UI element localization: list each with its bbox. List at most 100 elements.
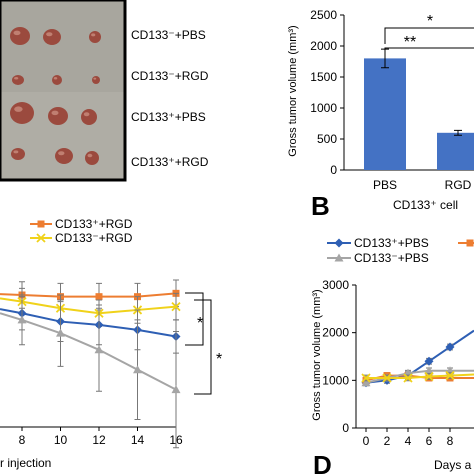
d-y-axis-ticks: 0 1000 2000 3000	[322, 278, 356, 435]
tumor-specimens	[10, 27, 101, 165]
b-sig-outer-star: *	[427, 13, 433, 30]
c-sig-lower-star: *	[216, 351, 222, 368]
photo-border	[0, 0, 127, 182]
c-series-line	[0, 297, 177, 315]
c-data-point	[171, 301, 181, 312]
d-legend-label: CD133⁻+PBS	[354, 251, 429, 265]
tumor-specimen	[52, 75, 62, 85]
d-y-tick-label: 3000	[322, 278, 349, 292]
b-x-tick-label: PBS	[373, 178, 397, 192]
c-x-tick-label: 14	[131, 433, 145, 447]
c-x-axis-ticks: 8 10 12 14 16	[19, 427, 183, 447]
tumor-specimen	[89, 31, 101, 43]
tumor-specimen	[11, 148, 25, 160]
tumor-highlight	[14, 106, 23, 112]
d-data-point	[445, 370, 455, 381]
c-x-tick-label: 12	[92, 433, 106, 447]
tumor-specimen	[92, 76, 100, 84]
b-y-tick-label: 1500	[310, 70, 337, 84]
d-panel-letter: D	[313, 450, 332, 474]
tumor-highlight	[13, 150, 19, 154]
b-x-axis-label: CD133⁺ cell	[393, 198, 458, 212]
b-sig-bracket-inner	[384, 47, 474, 54]
tumor-highlight	[93, 77, 97, 80]
d-legend-marker	[466, 239, 474, 247]
d-legend-marker	[334, 253, 344, 262]
tumor-specimen	[12, 75, 24, 85]
b-y-tick-label: 2500	[310, 8, 337, 22]
tumor-highlight	[83, 112, 90, 117]
photo-row-label-2: CD133⁻+RGD	[131, 69, 209, 83]
c-sig-bracket-lower	[194, 299, 212, 395]
d-y-tick-label: 1000	[322, 373, 349, 387]
d-data-point	[445, 342, 455, 352]
tumor-specimen	[55, 148, 73, 164]
b-bar	[437, 132, 474, 170]
photo-row-label-4: CD133⁺+RGD	[131, 155, 209, 169]
c-data-point	[94, 345, 104, 354]
c-sig-bracket-upper	[185, 292, 204, 346]
photo-row-label-1: CD133⁻+PBS	[131, 28, 206, 42]
b-panel-letter: B	[311, 191, 330, 221]
c-legend-marker	[36, 233, 46, 243]
tumor-specimen	[48, 107, 68, 125]
b-sig-bracket-outer	[384, 27, 474, 44]
c-series	[0, 279, 181, 449]
d-data-point	[424, 371, 434, 382]
tumor-highlight	[14, 77, 19, 80]
d-legend-marker	[334, 238, 344, 248]
c-data-point	[133, 365, 142, 374]
d-y-axis-label: Gross tumor volume (mm³)	[311, 289, 323, 420]
b-y-tick-label: 1000	[310, 101, 337, 115]
d-x-tick-label: 2	[384, 434, 391, 448]
d-y-tick-label: 0	[342, 421, 349, 435]
tumor-highlight	[51, 110, 59, 116]
d-series	[361, 329, 474, 388]
panel-b: 0 500 1000 1500 2000 2500 Gross tumor volume …	[287, 8, 474, 221]
c-x-axis-label: r injection	[0, 456, 51, 470]
c-legend-marker	[37, 220, 45, 228]
b-sig-inner-star: **	[404, 34, 416, 51]
d-data-point	[382, 373, 392, 383]
tumor-specimen	[10, 27, 30, 45]
b-bar	[364, 58, 406, 170]
c-data-point	[17, 315, 27, 324]
c-legend-label: CD133⁻+RGD	[55, 231, 133, 245]
b-x-tick-label: RGD	[445, 178, 472, 192]
d-x-tick-label: 8	[447, 434, 454, 448]
c-sig-upper-star: *	[197, 315, 203, 332]
d-data-point	[403, 373, 413, 383]
d-series-line	[366, 373, 474, 379]
d-data-point	[361, 378, 371, 387]
tumor-highlight	[46, 32, 53, 37]
d-data-point	[424, 366, 434, 375]
b-error-bar	[454, 129, 462, 136]
b-y-tick-label: 500	[317, 132, 337, 146]
d-x-tick-label: 4	[405, 434, 412, 448]
b-bars: PBS RGD	[364, 48, 474, 192]
tumor-specimen	[85, 151, 99, 165]
c-legend-label: CD133⁺+RGD	[55, 217, 133, 231]
d-data-point	[424, 356, 434, 366]
d-x-axis-label: Days a	[434, 458, 472, 472]
d-x-tick-label: 0	[363, 434, 370, 448]
d-y-tick-label: 2000	[322, 326, 349, 340]
d-legend-label: CD133⁺+PBS	[354, 236, 429, 250]
b-y-tick-label: 2000	[310, 39, 337, 53]
tumor-highlight	[87, 153, 93, 158]
tumor-specimen	[43, 29, 61, 45]
c-series-line	[0, 312, 177, 391]
c-data-point	[56, 328, 65, 337]
d-x-tick-label: 6	[426, 434, 433, 448]
tumor-highlight	[13, 30, 21, 36]
photo-panel: CD133⁻+PBS CD133⁻+RGD CD133⁺+PBS CD133⁺+…	[0, 0, 209, 182]
photo-row-label-3: CD133⁺+PBS	[131, 110, 206, 124]
b-y-axis-ticks: 0 500 1000 1500 2000 2500	[310, 8, 344, 177]
tumor-specimen	[81, 109, 97, 125]
